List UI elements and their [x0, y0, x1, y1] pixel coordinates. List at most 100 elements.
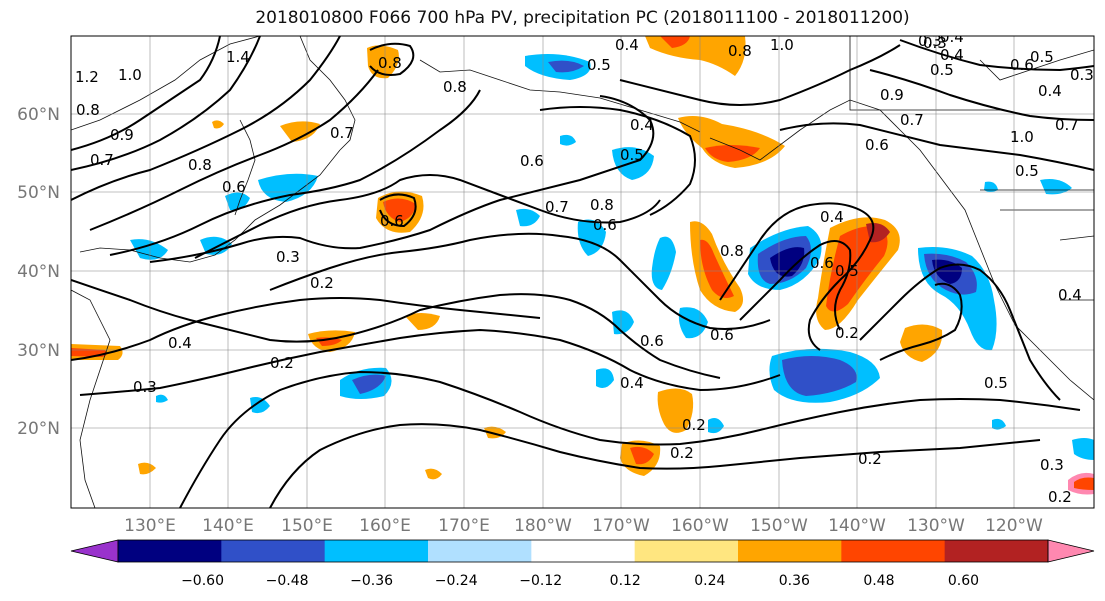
colorbar-tick-label: 0.12 — [610, 573, 641, 589]
contour-label: 0.6 — [1010, 56, 1034, 74]
contour-label: 0.7 — [1055, 116, 1079, 134]
contour-label: 0.8 — [76, 101, 100, 119]
contour-label: 0.7 — [330, 124, 354, 142]
colorbar-extend-low — [70, 539, 119, 563]
lon-label: 170°E — [438, 516, 490, 536]
contour-label: 0.5 — [620, 146, 644, 164]
contour-label: 0.5 — [984, 374, 1008, 392]
colorbar-tick-label: 0.60 — [948, 573, 979, 589]
contour-label: 1.0 — [1010, 128, 1034, 146]
colorbar-segment — [221, 540, 326, 562]
contour-label: 0.5 — [835, 262, 859, 280]
contour-label: 0.4 — [1058, 286, 1082, 304]
contour-label: 0.2 — [858, 450, 882, 468]
contour-label: 0.3 — [133, 378, 157, 396]
colorbar-tick-label: 0.48 — [863, 573, 894, 589]
contour-label: 0.4 — [630, 116, 654, 134]
colorbar-tick-label: −0.60 — [181, 573, 224, 589]
colorbar-tick-label: 0.24 — [694, 573, 725, 589]
contour-label: 1.0 — [118, 66, 142, 84]
colorbar-segment — [841, 540, 946, 562]
contour-label: 1.0 — [770, 36, 794, 54]
lat-label: 30°N — [17, 341, 60, 361]
precip-negative-shading — [130, 54, 1094, 460]
contour-label: 0.4 — [620, 374, 644, 392]
contour-label: 0.9 — [110, 126, 134, 144]
contour-label: 0.6 — [380, 212, 404, 230]
contour-label: 0.2 — [835, 324, 859, 342]
contour-labels: 1.2 1.0 0.9 1.4 0.8 0.7 0.6 0.8 0.7 0.6 … — [75, 28, 1094, 506]
contour-label: 0.3 — [918, 32, 942, 50]
contour-label: 0.8 — [728, 42, 752, 60]
contour-label: 0.8 — [188, 156, 212, 174]
lon-label: 120°W — [985, 516, 1043, 536]
lat-label: 60°N — [17, 105, 60, 125]
colorbar-tick-label: −0.12 — [519, 573, 562, 589]
contour-label: 0.2 — [682, 416, 706, 434]
contour-label: 0.5 — [1030, 48, 1054, 66]
contour-label: 0.4 — [940, 28, 964, 46]
contour-label: 0.4 — [615, 36, 639, 54]
lon-label: 160°W — [671, 516, 729, 536]
lon-label: 130°E — [124, 516, 176, 536]
gridlines — [71, 36, 1094, 508]
colorbar-segment — [738, 540, 842, 562]
contour-label: 0.6 — [810, 254, 834, 272]
contour-label: 0.4 — [1038, 82, 1062, 100]
contour-label: 0.8 — [590, 196, 614, 214]
contour-label: 0.2 — [1048, 488, 1072, 506]
colorbar-segment — [118, 540, 222, 562]
colorbar-segment — [944, 540, 1049, 562]
map-title: 2018010800 F066 700 hPa PV, precipitatio… — [255, 8, 910, 28]
lon-label: 150°E — [281, 516, 333, 536]
colorbar-frame — [117, 539, 1049, 563]
latitude-labels: 60°N 50°N 40°N 30°N 20°N — [17, 105, 60, 439]
lat-label: 40°N — [17, 262, 60, 282]
contour-label: 0.5 — [587, 56, 611, 74]
contour-label: 0.4 — [820, 208, 844, 226]
contour-label: 0.7 — [90, 151, 114, 169]
contour-label: 0.3 — [923, 34, 947, 52]
colorbar-tick-label: 0.36 — [779, 573, 810, 589]
colorbar: −0.60 −0.48 −0.36 −0.24 −0.12 0.12 0.24 0.36 0.4… — [70, 539, 1095, 589]
contour-label: 0.3 — [1070, 66, 1094, 84]
contour-label: 0.2 — [670, 444, 694, 462]
colorbar-segment — [428, 540, 532, 562]
contour-label: 0.7 — [545, 198, 569, 216]
contour-label: 1.4 — [226, 48, 250, 66]
colorbar-segment — [531, 540, 636, 562]
colorbar-tick-label: −0.24 — [435, 573, 478, 589]
colorbar-segment — [634, 540, 739, 562]
contour-label: 0.5 — [1015, 162, 1039, 180]
contour-label: 0.6 — [222, 178, 246, 196]
contour-label: 0.2 — [310, 274, 334, 292]
contour-label: 0.7 — [900, 111, 924, 129]
colorbar-extend-high — [1047, 539, 1095, 563]
colorbar-segment — [324, 540, 429, 562]
pv-contours — [71, 36, 1094, 508]
lon-label: 140°E — [202, 516, 254, 536]
contour-label: 0.4 — [940, 46, 964, 64]
lon-label: 150°W — [750, 516, 808, 536]
precip-positive-shading — [71, 36, 1094, 495]
contour-label: 0.8 — [720, 242, 744, 260]
contour-label: 0.6 — [593, 216, 617, 234]
contour-label: 0.6 — [640, 332, 664, 350]
colorbar-tick-label: −0.48 — [266, 573, 309, 589]
contour-label: 0.6 — [710, 326, 734, 344]
contour-label: 1.2 — [75, 68, 99, 86]
contour-label: 0.5 — [930, 61, 954, 79]
contour-label: 0.2 — [270, 354, 294, 372]
lon-label: 170°W — [592, 516, 650, 536]
longitude-labels: 130°E 140°E 150°E 160°E 170°E 180°W 170°… — [124, 516, 1043, 536]
lat-label: 50°N — [17, 183, 60, 203]
contour-label: 0.6 — [865, 136, 889, 154]
contour-label: 0.3 — [1040, 456, 1064, 474]
lon-label: 130°W — [907, 516, 965, 536]
lon-label: 180°W — [514, 516, 572, 536]
contour-label: 0.6 — [520, 152, 544, 170]
contour-label: 0.9 — [880, 86, 904, 104]
contour-label: 0.3 — [276, 248, 300, 266]
map-frame — [70, 35, 1095, 509]
